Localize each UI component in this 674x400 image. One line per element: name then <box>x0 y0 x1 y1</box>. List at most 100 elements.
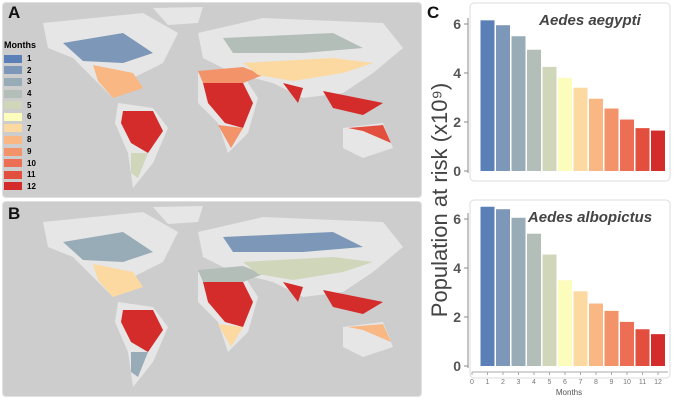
legend-swatch <box>4 77 22 86</box>
legend-swatch <box>4 135 22 144</box>
risk-region <box>218 125 243 148</box>
legend-swatch <box>4 147 22 156</box>
risk-region <box>131 352 148 377</box>
legend-item: 12 <box>4 181 36 193</box>
legend-swatch <box>4 159 22 168</box>
x-tick-label: 6 <box>563 379 567 386</box>
x-tick-label: 3 <box>517 379 521 386</box>
legend-label: 3 <box>27 77 32 87</box>
landmass-greenland <box>153 7 203 25</box>
legend-label: 7 <box>27 123 32 133</box>
legend-item: 4 <box>4 88 36 100</box>
map-panel-b <box>2 201 422 397</box>
x-tick-label: 0 <box>470 379 474 386</box>
risk-region <box>243 257 373 280</box>
risk-region <box>198 67 263 83</box>
legend-swatch <box>4 182 22 191</box>
y-tick-label: 6 <box>453 16 461 32</box>
world-map-aegypti <box>43 7 403 188</box>
y-tick-label: 0 <box>453 358 461 374</box>
risk-region <box>223 232 363 252</box>
bar <box>480 20 495 172</box>
bar <box>496 209 510 366</box>
chart-title: Aedes albopictus <box>527 209 652 226</box>
x-tick-label: 2 <box>501 379 505 386</box>
bar <box>651 130 665 171</box>
risk-region <box>131 153 148 178</box>
bar <box>511 217 526 366</box>
risk-region <box>348 324 391 342</box>
legend-item: 7 <box>4 123 36 135</box>
x-tick-label: 4 <box>532 379 536 386</box>
x-tick-label: 7 <box>579 379 583 386</box>
legend-swatch <box>4 170 22 179</box>
risk-region <box>121 111 163 153</box>
risk-region <box>93 264 143 297</box>
panel-label-a: A <box>8 3 21 22</box>
legend-item: 10 <box>4 157 36 169</box>
bar <box>604 310 619 366</box>
legend-item: 6 <box>4 111 36 123</box>
bar <box>573 291 588 366</box>
months-legend: Months 1 2 3 4 5 6 7 8 9 10 11 12 <box>4 40 36 192</box>
bar <box>651 334 665 366</box>
legend-label: 4 <box>27 89 32 99</box>
legend-swatch <box>4 89 22 98</box>
bar <box>480 206 495 366</box>
bar <box>542 66 557 171</box>
x-tick-label: 5 <box>548 379 552 386</box>
panel-label-b: B <box>8 204 21 223</box>
risk-region <box>93 65 143 98</box>
legend-swatch <box>4 124 22 133</box>
bar <box>527 49 541 171</box>
landmass-greenland <box>153 206 203 224</box>
legend-swatch <box>4 66 22 75</box>
risk-region <box>323 91 383 115</box>
x-axis-label: Months <box>556 388 582 397</box>
bar <box>511 36 526 171</box>
legend-item: 5 <box>4 99 36 111</box>
legend-label: 10 <box>27 158 36 168</box>
bar <box>604 108 619 171</box>
risk-region <box>121 310 163 352</box>
legend-swatch <box>4 54 22 63</box>
x-tick-label: 12 <box>654 379 662 386</box>
bar <box>542 254 557 366</box>
risk-region <box>243 58 373 81</box>
legend-item: 9 <box>4 146 36 158</box>
y-axis-label: Population at risk (x10⁹) <box>427 83 452 317</box>
world-map-albopictus <box>43 206 403 387</box>
legend-label: 12 <box>27 181 36 191</box>
legend-label: 6 <box>27 112 32 122</box>
bar <box>589 98 603 171</box>
bar <box>620 321 634 366</box>
y-tick-label: 4 <box>453 260 461 276</box>
risk-region <box>203 282 253 327</box>
x-tick-label: 9 <box>610 379 614 386</box>
risk-region <box>218 324 243 347</box>
risk-region <box>63 232 153 262</box>
y-tick-label: 2 <box>453 309 461 325</box>
risk-region <box>283 83 303 103</box>
legend-item: 8 <box>4 134 36 146</box>
legend-label: 5 <box>27 100 32 110</box>
risk-region <box>223 33 363 53</box>
risk-region <box>323 290 383 314</box>
bar <box>620 119 634 171</box>
legend-label: 8 <box>27 135 32 145</box>
legend-item: 11 <box>4 169 36 181</box>
bar <box>558 77 572 171</box>
bar <box>573 87 588 171</box>
legend-item: 1 <box>4 53 36 65</box>
risk-region <box>203 83 253 128</box>
bar <box>635 329 650 366</box>
bar <box>527 233 541 366</box>
x-tick-label: 8 <box>594 379 598 386</box>
y-tick-label: 4 <box>453 65 461 81</box>
map-panel-a <box>2 2 422 198</box>
risk-region <box>198 266 263 282</box>
x-tick-label: 1 <box>486 379 490 386</box>
bar <box>589 303 603 366</box>
